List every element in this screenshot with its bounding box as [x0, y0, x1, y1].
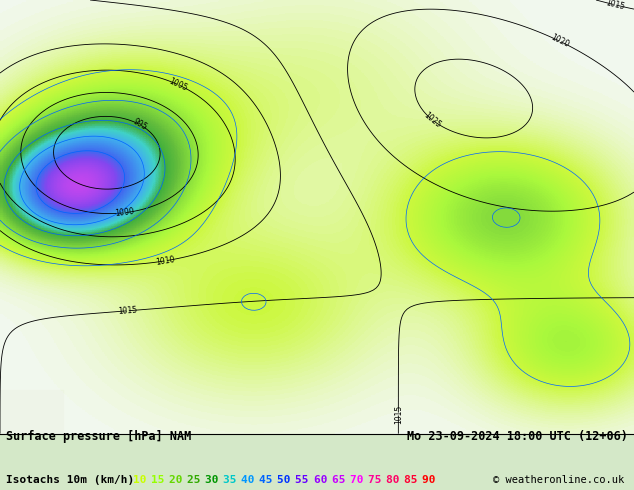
Text: 1015: 1015: [117, 306, 138, 316]
Text: 1005: 1005: [168, 77, 189, 93]
Text: 40: 40: [241, 475, 261, 485]
Text: Isotachs 10m (km/h): Isotachs 10m (km/h): [6, 475, 148, 485]
Text: 80: 80: [385, 475, 406, 485]
Text: 20: 20: [169, 475, 189, 485]
Text: 35: 35: [223, 475, 243, 485]
Text: 60: 60: [313, 475, 333, 485]
Text: 1010: 1010: [155, 255, 176, 267]
Bar: [0, 390, 63, 434]
Text: 85: 85: [404, 475, 424, 485]
Text: 70: 70: [349, 475, 370, 485]
Text: 50: 50: [277, 475, 297, 485]
Text: 1015: 1015: [604, 0, 625, 11]
Text: 995: 995: [132, 117, 149, 132]
Text: 10: 10: [133, 475, 153, 485]
Text: 45: 45: [259, 475, 280, 485]
Text: Mo 23-09-2024 18:00 UTC (12+06): Mo 23-09-2024 18:00 UTC (12+06): [407, 430, 628, 443]
Text: Surface pressure [hPa] NAM: Surface pressure [hPa] NAM: [6, 430, 191, 443]
Text: 1020: 1020: [550, 33, 571, 49]
Text: 1000: 1000: [114, 207, 134, 219]
Text: © weatheronline.co.uk: © weatheronline.co.uk: [493, 475, 624, 485]
Text: 30: 30: [205, 475, 225, 485]
Text: 90: 90: [422, 475, 442, 485]
Text: 15: 15: [151, 475, 171, 485]
Text: 75: 75: [368, 475, 388, 485]
Text: 1025: 1025: [422, 110, 443, 129]
Text: 65: 65: [332, 475, 352, 485]
Text: 25: 25: [187, 475, 207, 485]
Text: 1015: 1015: [394, 404, 403, 424]
Text: 55: 55: [295, 475, 316, 485]
